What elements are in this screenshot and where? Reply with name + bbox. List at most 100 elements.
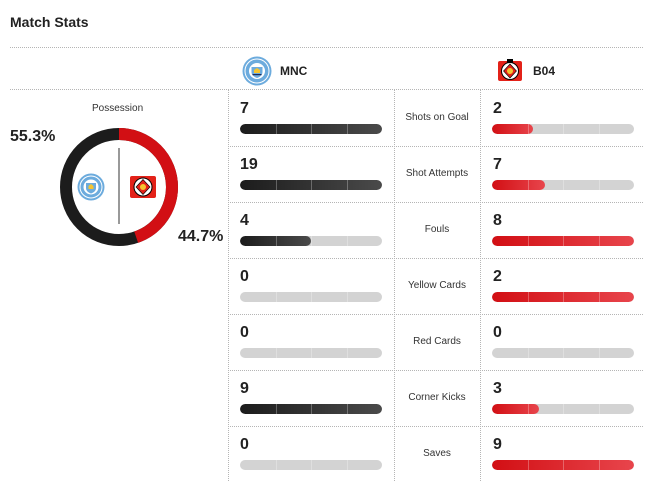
bar-segment-divider <box>346 124 348 134</box>
bar-segment-divider <box>311 180 312 190</box>
manchester-city-crest-icon <box>242 56 272 86</box>
stat-label: Corner Kicks <box>408 392 466 403</box>
row-divider <box>228 314 643 315</box>
bar-segment-divider <box>598 292 600 302</box>
home-stat-value: 0 <box>240 324 249 341</box>
away-stat-value: 8 <box>493 212 502 229</box>
bar-segment-divider <box>527 348 529 358</box>
away-possession-arc <box>60 128 178 246</box>
home-stat-value: 4 <box>240 212 249 229</box>
bar-segment-divider <box>527 292 529 302</box>
bar-segment-divider <box>275 292 277 302</box>
home-stat-bar <box>240 292 382 302</box>
bar-segment-divider <box>598 404 600 414</box>
home-stat-bar-fill <box>240 404 382 414</box>
away-stat-bar <box>492 460 634 470</box>
stat-label: Saves <box>423 448 451 459</box>
bar-segment-divider <box>563 124 564 134</box>
bar-segment-divider <box>311 292 312 302</box>
home-stat-value: 7 <box>240 100 249 117</box>
column-separator <box>480 90 481 481</box>
bar-segment-divider <box>311 236 312 246</box>
away-stat-bar-fill <box>492 460 634 470</box>
home-stat-bar-fill <box>240 124 382 134</box>
bar-segment-divider <box>563 348 564 358</box>
column-separator <box>228 90 229 481</box>
bar-segment-divider <box>275 236 277 246</box>
away-stat-value: 9 <box>493 436 502 453</box>
away-stat-bar <box>492 292 634 302</box>
home-team-abbr: MNC <box>280 64 308 78</box>
away-stat-bar <box>492 404 634 414</box>
home-stat-value: 0 <box>240 436 249 453</box>
away-stat-bar <box>492 180 634 190</box>
home-team-header: MNC <box>242 56 307 86</box>
away-stat-bar-fill <box>492 404 539 414</box>
bar-segment-divider <box>346 292 348 302</box>
bar-segment-divider <box>563 460 564 470</box>
away-stat-value: 7 <box>493 156 502 173</box>
bar-segment-divider <box>346 180 348 190</box>
bar-segment-divider <box>598 460 600 470</box>
stat-label: Fouls <box>424 224 450 235</box>
home-stat-value: 0 <box>240 268 249 285</box>
manchester-city-crest-icon <box>77 173 105 201</box>
bar-segment-divider <box>311 460 312 470</box>
home-stat-bar-fill <box>240 236 311 246</box>
bar-segment-divider <box>527 124 529 134</box>
row-divider <box>228 202 643 203</box>
away-team-header: B04 <box>495 56 555 86</box>
stat-label: Yellow Cards <box>408 280 466 291</box>
home-stat-bar <box>240 404 382 414</box>
bar-segment-divider <box>527 460 529 470</box>
row-divider <box>228 146 643 147</box>
away-possession-percent: 44.7% <box>178 228 224 245</box>
bar-segment-divider <box>598 180 600 190</box>
bar-segment-divider <box>598 236 600 246</box>
match-stats-title: Match Stats <box>10 14 89 30</box>
bayer-leverkusen-crest-icon <box>498 59 522 81</box>
possession-label: Possession <box>92 103 144 114</box>
bar-segment-divider <box>527 180 529 190</box>
bar-segment-divider <box>275 404 277 414</box>
bar-segment-divider <box>275 460 277 470</box>
possession-donut-chart <box>60 128 178 246</box>
home-stat-value: 19 <box>240 156 258 173</box>
column-separator <box>394 90 395 481</box>
stat-label: Shot Attempts <box>405 168 469 179</box>
bar-segment-divider <box>563 180 564 190</box>
bar-segment-divider <box>346 460 348 470</box>
bayer-leverkusen-crest-icon <box>130 176 156 198</box>
home-stat-bar <box>240 180 382 190</box>
away-stat-bar-fill <box>492 180 545 190</box>
stat-label: Shots on Goal <box>405 112 469 123</box>
title-divider <box>10 47 643 48</box>
bar-segment-divider <box>527 236 529 246</box>
bar-segment-divider <box>346 404 348 414</box>
bar-segment-divider <box>563 292 564 302</box>
away-stat-value: 3 <box>493 380 502 397</box>
away-stat-value: 2 <box>493 268 502 285</box>
bar-segment-divider <box>563 404 564 414</box>
away-stat-bar <box>492 124 634 134</box>
home-stat-bar <box>240 236 382 246</box>
away-stat-value: 2 <box>493 100 502 117</box>
away-stat-bar-fill <box>492 292 634 302</box>
bar-segment-divider <box>311 124 312 134</box>
away-stat-value: 0 <box>493 324 502 341</box>
away-stat-bar <box>492 348 634 358</box>
header-divider <box>10 89 643 90</box>
away-stat-bar <box>492 236 634 246</box>
bar-segment-divider <box>311 404 312 414</box>
home-stat-bar <box>240 460 382 470</box>
row-divider <box>228 258 643 259</box>
bar-segment-divider <box>527 404 529 414</box>
bar-segment-divider <box>346 236 348 246</box>
home-stat-bar-fill <box>240 180 382 190</box>
bar-segment-divider <box>598 348 600 358</box>
row-divider <box>228 426 643 427</box>
bar-segment-divider <box>346 348 348 358</box>
home-possession-percent: 55.3% <box>10 128 56 145</box>
away-stat-bar-fill <box>492 124 534 134</box>
bar-segment-divider <box>563 236 564 246</box>
